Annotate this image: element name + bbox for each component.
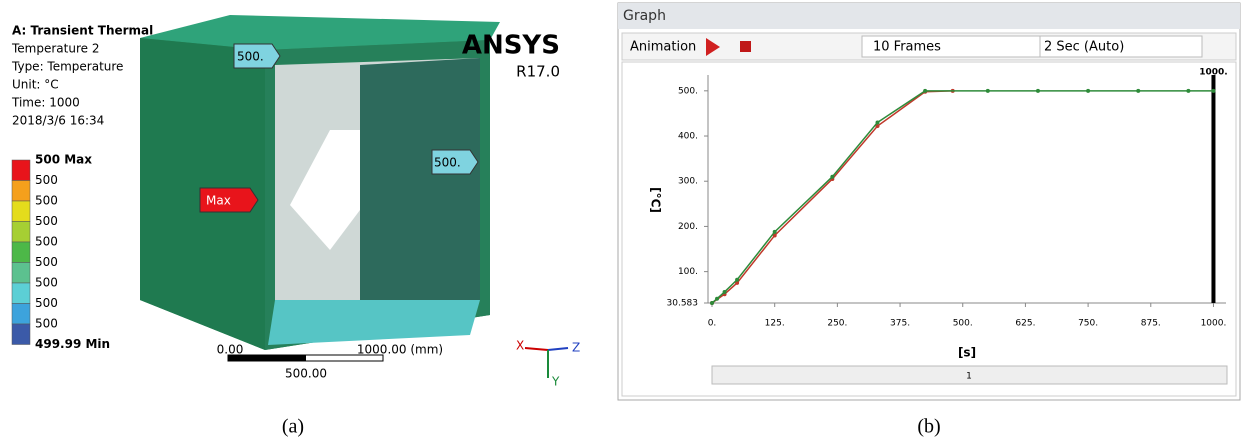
- legend-swatch: [12, 160, 30, 181]
- y-tick-label: 100.: [678, 267, 698, 277]
- legend-swatch: [12, 222, 30, 243]
- x-tick-label: 250.: [827, 319, 847, 329]
- animation-label: Animation: [630, 40, 696, 55]
- x-tick-label: 750.: [1078, 319, 1098, 329]
- legend-swatch: [12, 201, 30, 222]
- speed-value: 2 Sec (Auto): [1044, 40, 1124, 55]
- x-tick-label: 875.: [1141, 319, 1161, 329]
- stop-button[interactable]: [740, 41, 751, 52]
- data-point: [1211, 89, 1215, 93]
- plot-panel: [622, 62, 1236, 396]
- info-line: 2018/3/6 16:34: [12, 114, 104, 128]
- scale-start: 0.00: [217, 343, 244, 357]
- legend-label: 500: [35, 235, 58, 249]
- legend-swatch: [12, 304, 30, 325]
- x-tick-label: 0.: [708, 319, 717, 329]
- scale-end: 1000.00 (mm): [357, 343, 443, 357]
- legend-label: 500: [35, 173, 58, 187]
- x-axis-label: [s]: [958, 346, 976, 360]
- triad-label: Z: [572, 341, 580, 355]
- y-tick-label: 30.583: [667, 299, 699, 309]
- x-tick-label: 500.: [953, 319, 973, 329]
- y-tick-label: 500.: [678, 86, 698, 96]
- inner-wall: [360, 58, 480, 300]
- window-title: Graph: [623, 8, 666, 24]
- legend-swatch: [12, 263, 30, 284]
- data-point: [923, 89, 927, 93]
- figure: 500. Max 500. A: Transient Thermal ANSYS…: [0, 0, 1254, 443]
- x-tick-label: 375.: [890, 319, 910, 329]
- info-line: Type: Temperature: [11, 60, 123, 74]
- version: R17.0: [516, 63, 560, 81]
- data-point: [830, 175, 834, 179]
- result-title: A: Transient Thermal: [12, 24, 153, 38]
- data-point: [735, 278, 739, 282]
- y-axis-label: [°C]: [649, 187, 663, 213]
- data-point: [773, 230, 777, 234]
- y-tick-label: 200.: [678, 222, 698, 232]
- info-line: Unit: °C: [12, 78, 59, 92]
- slider-label: 1: [966, 372, 972, 382]
- probe-label: 500.: [434, 156, 461, 170]
- data-point: [1136, 89, 1140, 93]
- data-point: [710, 301, 714, 305]
- data-point: [875, 120, 879, 124]
- legend-swatch: [12, 283, 30, 304]
- legend-label: 499.99 Min: [35, 337, 110, 351]
- data-point: [715, 297, 719, 301]
- legend-swatch: [12, 324, 30, 345]
- probe-label: 500.: [237, 50, 264, 64]
- info-line: Temperature 2: [11, 42, 99, 56]
- x-tick-label: 1000.: [1201, 319, 1227, 329]
- triad-label: Y: [551, 375, 560, 389]
- window-header: [618, 3, 1240, 29]
- legend-label: 500: [35, 317, 58, 331]
- legend-label: 500: [35, 214, 58, 228]
- triad-x: [525, 348, 548, 350]
- caption: (b): [917, 416, 940, 438]
- data-point: [723, 290, 727, 294]
- legend-label: 500: [35, 296, 58, 310]
- info-line: Time: 1000: [11, 96, 80, 110]
- legend-swatch: [12, 181, 30, 202]
- caption: (a): [282, 416, 304, 438]
- data-point: [1186, 89, 1190, 93]
- probe-label: Max: [206, 194, 231, 208]
- triad-label: X: [516, 339, 524, 353]
- x-tick-label: 625.: [1015, 319, 1035, 329]
- data-point: [986, 89, 990, 93]
- legend-swatch: [12, 242, 30, 263]
- current-time-label: 1000.: [1199, 68, 1227, 78]
- data-point: [1086, 89, 1090, 93]
- scale-mid: 500.00: [285, 367, 327, 381]
- frames-value: 10 Frames: [873, 40, 941, 55]
- y-tick-label: 300.: [678, 177, 698, 187]
- brand: ANSYS: [462, 31, 560, 61]
- legend-label: 500: [35, 194, 58, 208]
- triad-z: [548, 348, 568, 350]
- inner-floor: [268, 300, 480, 345]
- y-tick-label: 400.: [678, 132, 698, 142]
- legend-label: 500 Max: [35, 153, 92, 167]
- legend-label: 500: [35, 255, 58, 269]
- legend-label: 500: [35, 276, 58, 290]
- data-point: [1036, 89, 1040, 93]
- x-tick-label: 125.: [765, 319, 785, 329]
